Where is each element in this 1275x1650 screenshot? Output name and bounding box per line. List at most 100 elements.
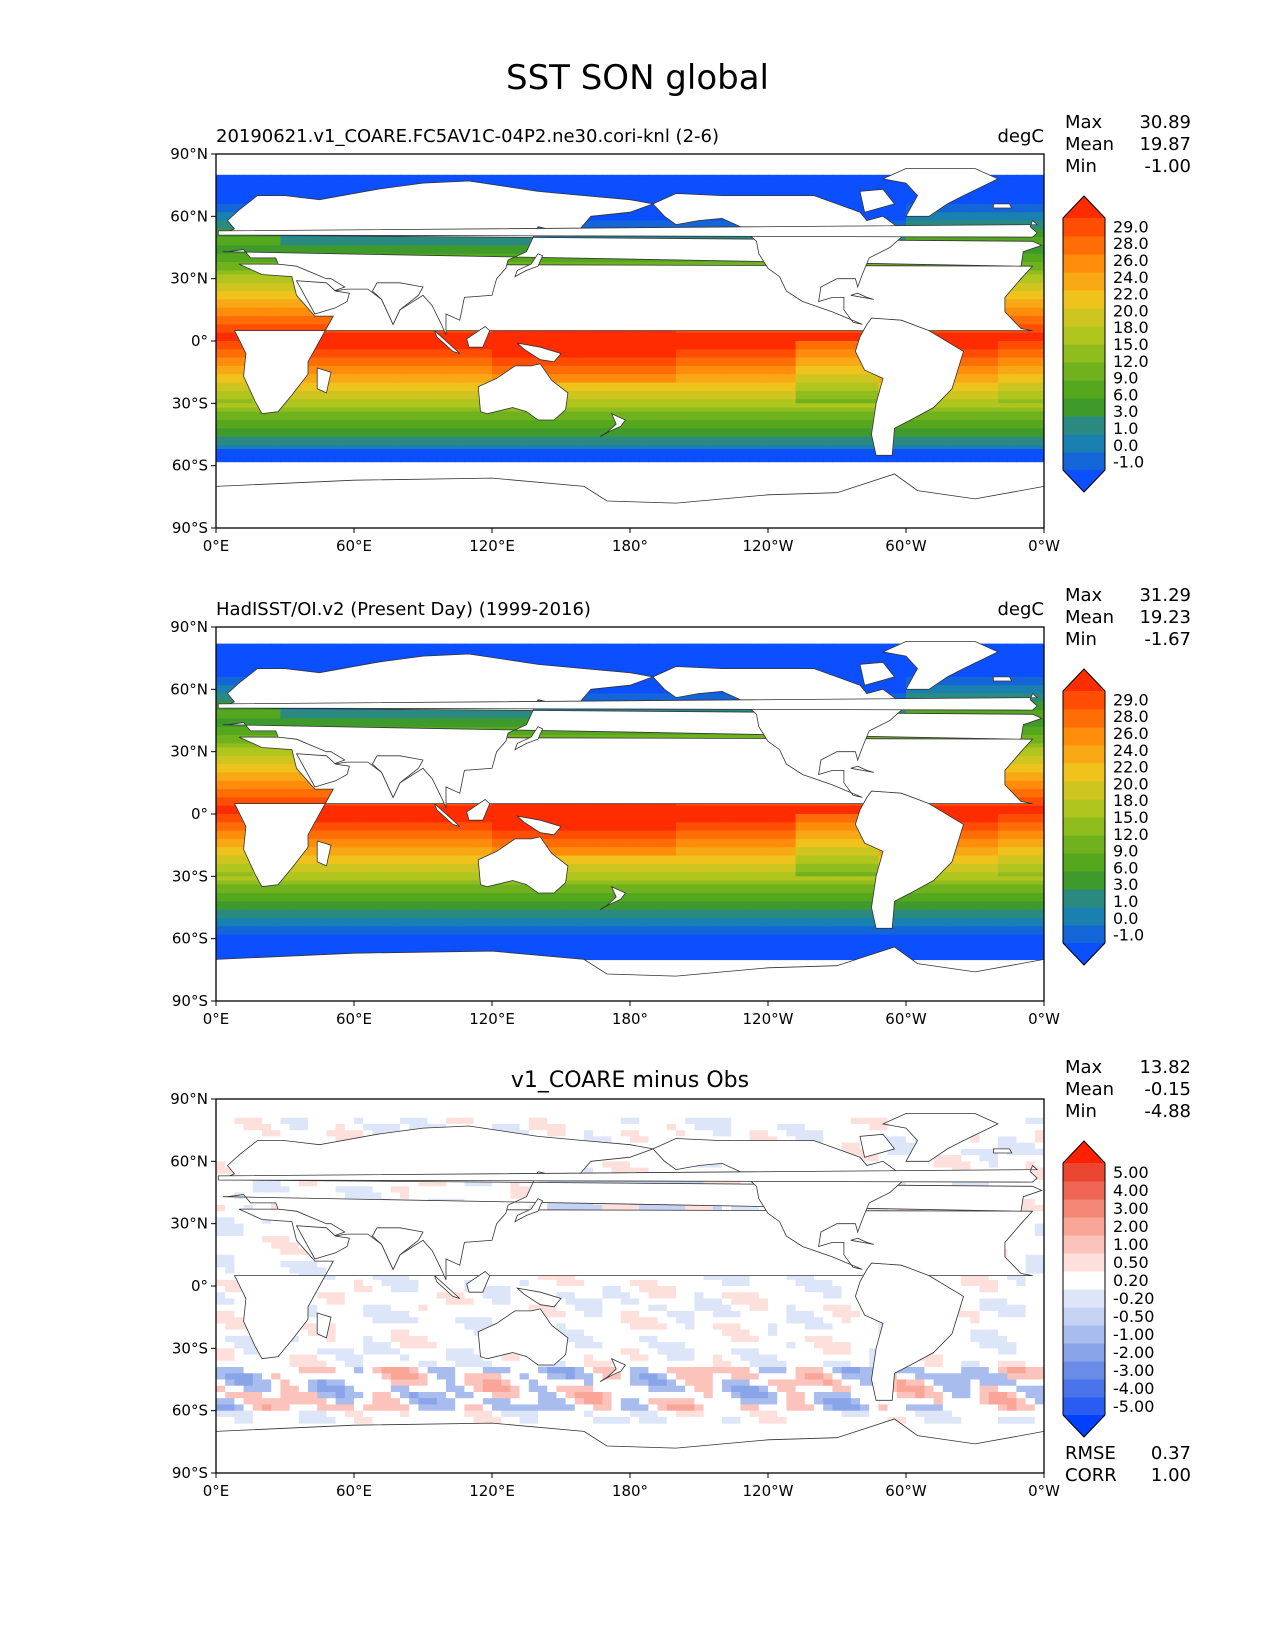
colorbar-segment: [1063, 1163, 1105, 1182]
colorbar-extend-bottom: [1063, 1415, 1105, 1437]
x-tick-label: 120°W: [743, 1482, 794, 1500]
landmass-cuba: [850, 1237, 874, 1245]
landmass-australia: [477, 363, 569, 421]
landmass-newzealand: [599, 412, 627, 437]
stat-label: Mean: [1065, 1079, 1114, 1100]
y-tick-label: 60°S: [172, 930, 208, 948]
y-tick-label: 90°S: [172, 1464, 208, 1482]
colorbar-segment: [1063, 398, 1105, 417]
landmass-uk: [217, 1164, 1039, 1183]
landmass-southamerica: [854, 1262, 964, 1401]
colorbar-segment: [1063, 1289, 1105, 1308]
landmass-india: [371, 1227, 424, 1271]
colorbar-label: 0.20: [1113, 1271, 1149, 1290]
landmass-arabia: [295, 1225, 350, 1260]
colorbar-segment: [1063, 925, 1105, 944]
colorbar-segment: [1063, 434, 1105, 453]
stat-value: -4.88: [1144, 1101, 1191, 1122]
landmass-sumatra: [434, 1275, 461, 1299]
colorbar-label: 3.0: [1113, 402, 1138, 421]
landmass-japan: [514, 726, 544, 751]
colorbar-segment: [1063, 452, 1105, 471]
y-tick-label: 30°S: [172, 394, 208, 412]
colorbar-label: 3.00: [1113, 1199, 1149, 1218]
colorbar-label: 1.0: [1113, 419, 1138, 438]
y-tick-label: 60°N: [170, 680, 208, 698]
y-tick-label: 30°N: [170, 1215, 208, 1233]
x-tick-label: 120°E: [469, 537, 515, 555]
colorbar-outline: [1062, 668, 1106, 966]
colorbar-segment: [1063, 1343, 1105, 1362]
landmass-madagascar: [316, 840, 332, 867]
colorbar-label: 22.0: [1113, 758, 1149, 777]
y-tick-label: 30°N: [170, 270, 208, 288]
colorbar-label: 20.0: [1113, 301, 1149, 320]
x-tick-label: 0°W: [1028, 1482, 1060, 1500]
stat-label: CORR: [1065, 1465, 1117, 1486]
colorbar-label: 12.0: [1113, 825, 1149, 844]
colorbar-label: 22.0: [1113, 285, 1149, 304]
stat-label: Min: [1065, 629, 1097, 650]
stat-label: Max: [1065, 585, 1103, 606]
landmass-antarctica: [216, 1418, 1044, 1473]
stat-value: 31.29: [1139, 585, 1191, 606]
colorbar-label: 20.0: [1113, 774, 1149, 793]
colorbar-label: -2.00: [1113, 1343, 1154, 1362]
colorbar-segment: [1063, 799, 1105, 818]
colorbar-segment: [1063, 326, 1105, 345]
colorbar-outline: [1062, 195, 1106, 493]
colorbar-extend-top: [1063, 196, 1105, 218]
panel-units: degC: [998, 599, 1045, 620]
landmass-madagascar: [316, 1312, 332, 1339]
colorbar-extend-top: [1063, 669, 1105, 691]
stat-label: Mean: [1065, 134, 1114, 155]
colorbar-segment: [1063, 1271, 1105, 1290]
coastlines: [216, 168, 1044, 528]
y-tick-label: 30°N: [170, 743, 208, 761]
colorbar-label: -1.0: [1113, 453, 1144, 472]
colorbar-extend-bottom: [1063, 470, 1105, 492]
colorbar-label: -1.00: [1113, 1325, 1154, 1344]
colorbar-segment: [1063, 1199, 1105, 1218]
colorbar-label: 5.00: [1113, 1163, 1149, 1182]
colorbar-segment: [1063, 745, 1105, 764]
panel-units: degC: [998, 126, 1045, 147]
landmass-newguinea: [515, 342, 562, 363]
stat-label: Min: [1065, 1101, 1097, 1122]
landmass-cuba: [850, 292, 874, 300]
landmass-greenland: [881, 641, 999, 690]
x-tick-label: 0°E: [203, 1010, 230, 1028]
colorbar-extend-top: [1063, 1141, 1105, 1163]
colorbar-label: 1.00: [1113, 1235, 1149, 1254]
colorbar-segment: [1063, 889, 1105, 908]
y-tick-label: 90°S: [172, 519, 208, 537]
colorbar-segment: [1063, 835, 1105, 854]
colorbar-label: 6.0: [1113, 385, 1138, 404]
y-tick-label: 90°S: [172, 992, 208, 1010]
stat-value: -0.15: [1144, 1079, 1191, 1100]
colorbar-label: 28.0: [1113, 234, 1149, 253]
colorbar-segment: [1063, 1307, 1105, 1326]
x-tick-label: 180°: [612, 537, 648, 555]
coastlines: [216, 1113, 1044, 1473]
y-tick-label: 60°S: [172, 1402, 208, 1420]
x-tick-label: 180°: [612, 1482, 648, 1500]
colorbar-label: 0.50: [1113, 1253, 1149, 1272]
colorbar-label: 18.0: [1113, 791, 1149, 810]
map-panel-1: 0°E 60°E 120°E 180° 120°W 60°W 0°W 90°N 60°N 30°N…: [170, 145, 1060, 555]
panel-header-1: 20190621.v1_COARE.FC5AV1C-04P2.ne30.cori…: [216, 112, 1191, 177]
y-tick-label: 90°N: [170, 145, 208, 163]
landmass-southamerica: [854, 790, 964, 929]
landmass-japan: [514, 1198, 544, 1223]
x-tick-label: 0°W: [1028, 537, 1060, 555]
landmass-japan: [514, 253, 544, 278]
colorbar-label: 29.0: [1113, 690, 1149, 709]
landmass-australia: [477, 836, 569, 894]
colorbar-segment: [1063, 254, 1105, 273]
landmass-cuba: [850, 765, 874, 773]
x-tick-label: 120°W: [743, 537, 794, 555]
coastlines: [216, 641, 1044, 1001]
colorbar-label: 28.0: [1113, 707, 1149, 726]
colorbar-segment: [1063, 290, 1105, 309]
colorbar-segment: [1063, 416, 1105, 435]
